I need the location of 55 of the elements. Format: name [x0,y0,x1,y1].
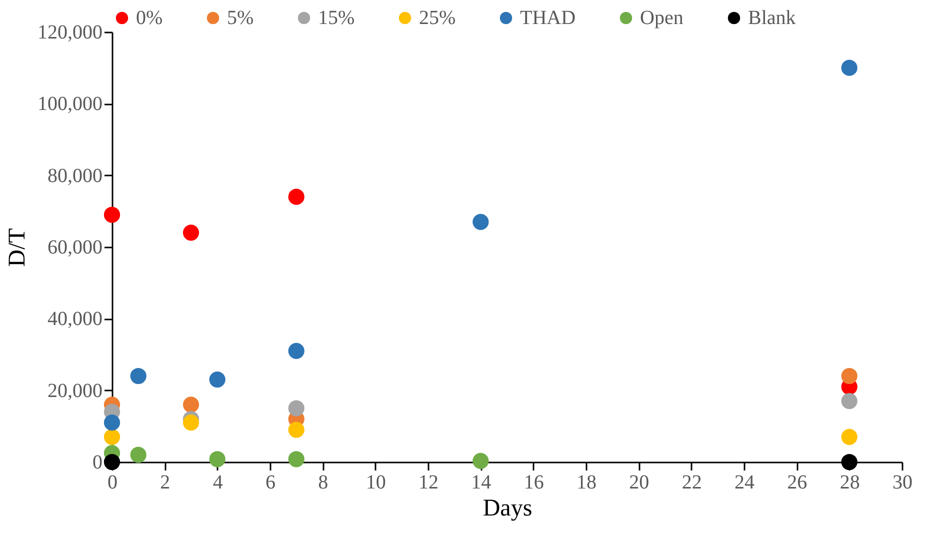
point [104,206,120,223]
point [130,368,146,384]
point [104,454,120,470]
point [841,60,858,76]
point [288,188,304,205]
x-tick-label: 6 [266,472,276,494]
point [288,342,304,359]
x-tick-label: 0 [108,472,118,494]
x-tick-label: 26 [787,472,808,494]
y-tick-label: 0 [92,452,102,474]
point [182,396,200,413]
x-axis-title: Days [482,496,532,522]
point [288,451,304,468]
x-tick-label: 20 [629,472,650,494]
y-tick-label: 60,000 [48,236,102,258]
x-tick-label: 10 [366,472,386,494]
point [841,368,858,384]
x-tick-label: 24 [734,472,754,494]
legend-label: Open [640,7,684,29]
y-tick-label: 100,000 [38,93,102,116]
x-tick-label: 22 [682,472,702,494]
legend-label: 0% [136,7,163,29]
y-axis-title: D/T [4,228,30,267]
x-tick-label: 28 [840,472,860,494]
y-tick-label: 40,000 [48,308,102,330]
x-tick-label: 4 [212,472,223,494]
point [472,452,489,469]
x-tick-label: 30 [892,472,912,494]
point [288,400,304,416]
x-tick-label: 16 [524,472,544,494]
y-tick-label: 20,000 [48,380,102,402]
legend-label: 25% [419,7,456,29]
point [209,372,226,388]
point [472,214,489,230]
point [841,428,858,445]
legend-label: THAD [520,7,576,29]
point [209,451,226,468]
point [182,414,200,431]
point [841,393,858,410]
x-tick-label: 18 [576,472,596,494]
legend-label: 15% [318,7,355,29]
y-tick-label: 120,000 [38,22,102,44]
y-tick-label: 80,000 [48,164,102,187]
point [104,414,120,431]
x-tick-label: 14 [471,472,492,494]
point [182,224,200,241]
x-tick-label: 8 [318,472,328,494]
legend-label: Blank [748,7,796,29]
point [104,428,120,445]
point [841,454,858,470]
point [130,446,146,463]
legend-label: 5% [227,7,254,29]
x-tick-label: 2 [160,472,170,494]
x-tick-label: 12 [418,472,438,494]
point [288,422,304,438]
